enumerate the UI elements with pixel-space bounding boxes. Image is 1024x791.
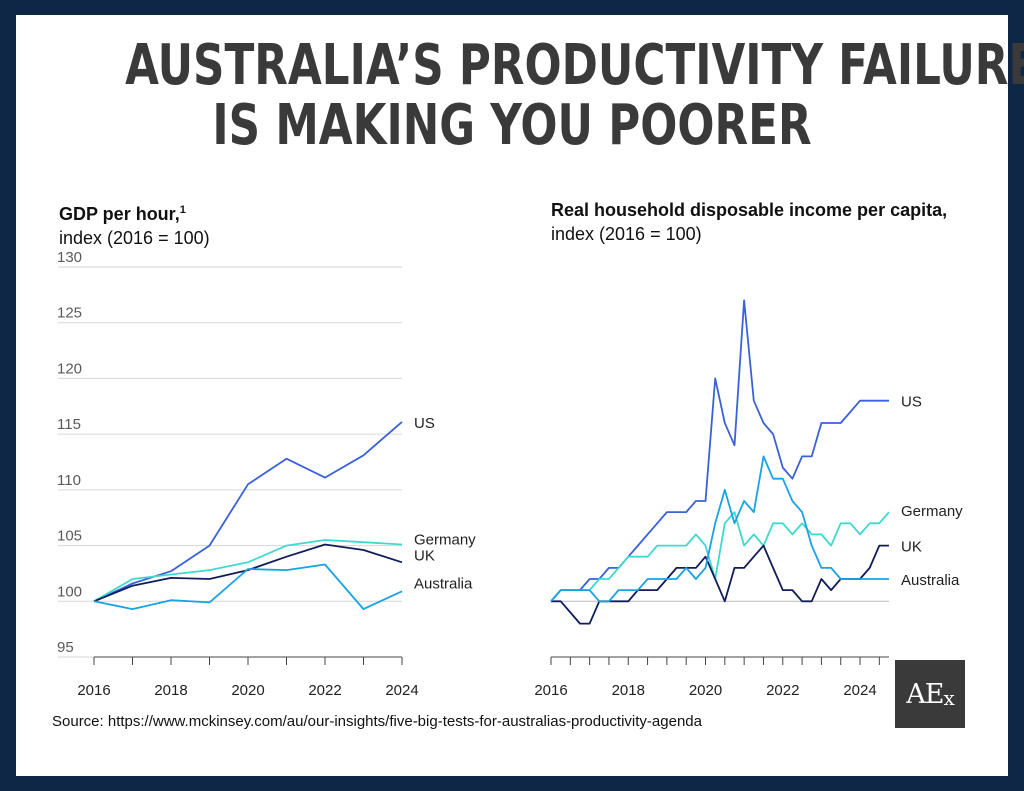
left-chart-title-block: GDP per hour,1 index (2016 = 100) [59, 198, 210, 250]
series-line-uk [93, 543, 403, 603]
series-line-germany [550, 511, 890, 602]
series-label-us: US [901, 394, 922, 411]
series-line-australia [93, 563, 403, 610]
x-tick-label: 2016 [534, 682, 567, 699]
series-label-germany: Germany [901, 503, 963, 520]
series-line-germany [93, 539, 403, 603]
x-tick-label: 2020 [231, 682, 264, 699]
gdp-per-hour-chart: 95 100 105 110 115 120 125 130 2016 2018 2020 2022 2… [57, 249, 476, 699]
left-chart-footnote: 1 [179, 204, 186, 216]
series-line-australia [550, 455, 889, 603]
series-label-australia: Australia [901, 572, 960, 589]
series-line-us [550, 299, 889, 602]
headline: AUSTRALIA’S PRODUCTIVITY FAILURE IS MAKI… [125, 33, 1024, 158]
right-chart-title: Real household disposable income per cap… [551, 200, 948, 220]
headline-line-1: AUSTRALIA’S PRODUCTIVITY FAILURE [125, 33, 1024, 98]
x-tick-label: 2018 [612, 682, 645, 699]
right-chart-subtitle: index (2016 = 100) [551, 224, 702, 244]
logo-sub: x [943, 686, 954, 710]
y-tick-label: 125 [57, 305, 82, 322]
series-line-uk [551, 544, 889, 625]
y-tick-label: 105 [57, 528, 82, 545]
x-tick-label: 2024 [843, 682, 876, 699]
x-tick-label: 2024 [385, 682, 418, 699]
y-tick-label: 120 [57, 360, 82, 377]
left-chart-title: GDP per hour, [59, 204, 180, 224]
series-label-australia: Australia [414, 575, 473, 592]
y-tick-label: 130 [57, 249, 82, 266]
y-tick-label: 110 [57, 472, 81, 489]
right-chart-title-block: Real household disposable income per cap… [551, 198, 947, 246]
logo-main: AE [906, 678, 944, 710]
aex-logo: AE x [895, 660, 965, 728]
x-tick-label: 2022 [308, 682, 341, 699]
y-tick-label: 100 [57, 583, 82, 600]
series-label-uk: UK [414, 547, 435, 564]
infographic-panel [16, 15, 1008, 776]
series-label-us: US [414, 415, 435, 432]
source-note: Source: https://www.mckinsey.com/au/our-… [52, 713, 702, 730]
x-tick-label: 2022 [766, 682, 799, 699]
x-tick-label: 2016 [77, 682, 110, 699]
x-tick-label: 2018 [154, 682, 187, 699]
left-chart-subtitle: index (2016 = 100) [59, 228, 210, 248]
y-tick-label: 95 [57, 639, 74, 656]
series-label-germany: Germany [414, 531, 476, 548]
x-tick-label: 2020 [689, 682, 722, 699]
household-income-chart: 2016 2018 2020 2022 2024 US Germany UK Australia [534, 299, 963, 699]
series-label-uk: UK [901, 539, 922, 556]
y-tick-label: 115 [57, 416, 81, 433]
headline-line-2: IS MAKING YOU POORER [212, 93, 812, 158]
series-line-us [93, 421, 403, 603]
